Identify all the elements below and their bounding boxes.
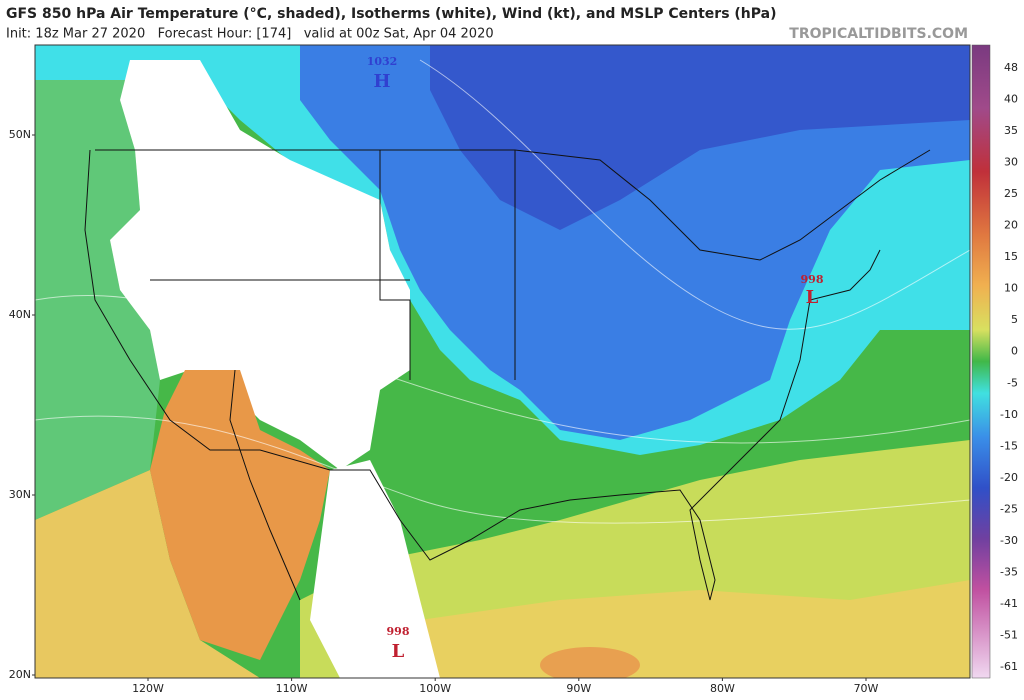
pressure-value: 998 <box>801 273 824 286</box>
latitude-label: 20N <box>9 668 31 681</box>
colorbar-label: 48 <box>1004 61 1018 74</box>
colorbar-label: -15 <box>1000 439 1018 452</box>
colorbar-label: 10 <box>1004 282 1018 295</box>
colorbar-label: 35 <box>1004 124 1018 137</box>
longitude-label: 80W <box>710 682 735 695</box>
colorbar-label: -61 <box>1000 660 1018 673</box>
colorbar-label: -25 <box>1000 502 1018 515</box>
colorbar-label: 30 <box>1004 156 1018 169</box>
longitude-label: 90W <box>566 682 591 695</box>
colorbar-label: -41 <box>1000 597 1018 610</box>
longitude-label: 100W <box>419 682 451 695</box>
subtitle: Init: 18z Mar 27 2020 Forecast Hour: [17… <box>6 27 494 42</box>
pressure-center-low: 998 L <box>801 273 824 308</box>
longitude-label: 110W <box>276 682 308 695</box>
colorbar-label: -5 <box>1007 376 1018 389</box>
colorbar-label: -51 <box>1000 628 1018 641</box>
title: GFS 850 hPa Air Temperature (°C, shaded)… <box>6 6 777 22</box>
source: TROPICALTIDBITS.COM <box>789 26 968 42</box>
colorbar-label: 20 <box>1004 219 1018 232</box>
pressure-symbol: L <box>392 641 405 662</box>
longitude-label: 70W <box>854 682 879 695</box>
latitude-label: 40N <box>9 308 31 321</box>
pressure-center-low: 998 L <box>387 625 410 662</box>
longitude-label: 120W <box>132 682 164 695</box>
pressure-value: 998 <box>387 625 410 638</box>
pressure-symbol: H <box>373 71 390 92</box>
colorbar-label: 15 <box>1004 250 1018 263</box>
colorbar-label: 5 <box>1011 313 1018 326</box>
pressure-center-high: 1032 H <box>367 55 398 92</box>
colorbar-label: -20 <box>1000 471 1018 484</box>
latitude-label: 50N <box>9 128 31 141</box>
colorbar-label: -35 <box>1000 565 1018 578</box>
colorbar-label: -10 <box>1000 408 1018 421</box>
colorbar-label: 25 <box>1004 187 1018 200</box>
colorbar <box>971 44 991 679</box>
map: 1032 H 998 L 998 L <box>35 45 970 678</box>
colorbar-label: 0 <box>1011 345 1018 358</box>
colorbar-label: 40 <box>1004 93 1018 106</box>
pressure-symbol: L <box>806 287 819 308</box>
map-frame <box>34 44 971 679</box>
pressure-value: 1032 <box>367 55 398 68</box>
latitude-label: 30N <box>9 488 31 501</box>
colorbar-label: -30 <box>1000 534 1018 547</box>
